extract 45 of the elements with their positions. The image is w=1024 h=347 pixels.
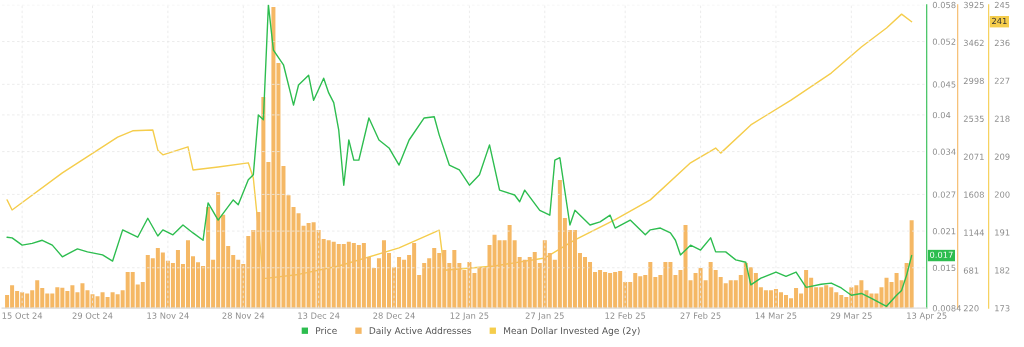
y-tick-label: 0.021 (932, 228, 956, 235)
x-tick-label: 27 Feb 25 (680, 312, 721, 319)
x-tick-label: 13 Nov 24 (147, 312, 189, 319)
y-tick-label: 0.052 (932, 38, 956, 45)
x-tick-label: 15 Oct 24 (2, 312, 43, 319)
x-tick-label: 29 Oct 24 (72, 312, 113, 319)
y3-tick-label: 191 (995, 229, 1010, 236)
x-tick-label: 28 Dec 24 (373, 312, 415, 319)
legend-label: Daily Active Addresses (369, 327, 472, 336)
y2-tick-label: 1608 (964, 191, 984, 198)
y2-tick-label: 2535 (963, 115, 984, 122)
legend-label: Price (316, 327, 337, 334)
y3-tick-label: 245 (994, 1, 1010, 9)
y2-tick-label: 220 (963, 305, 979, 312)
y-tick-label: 0.04 (932, 111, 951, 119)
y-tick-label: 0.015 (932, 264, 956, 272)
y2-tick-label: 681 (963, 267, 979, 274)
text: 241 (992, 17, 1007, 25)
x-tick-label: 14 Mar 25 (755, 312, 797, 319)
x-tick-label: 12 Feb 25 (605, 312, 646, 319)
y2-tick-label: 3462 (963, 39, 984, 47)
y-tick-label: 0.034 (932, 148, 956, 155)
text: 0.017 (930, 251, 953, 258)
x-tick-label: 27 Jan 25 (525, 312, 564, 321)
x-tick-label: 13 Apr 25 (907, 312, 947, 321)
legend-label: Mean Dollar Invested Age (2y) (504, 327, 640, 336)
y-tick-label: 0.058 (932, 1, 956, 9)
y3-tick-label: 227 (994, 77, 1010, 84)
y-tick-label: 0.0084 (932, 305, 961, 312)
y2-tick-label: 2071 (963, 153, 984, 160)
x-tick-label: 12 Jan 25 (450, 312, 489, 321)
y3-tick-label: 200 (994, 191, 1010, 198)
y2-tick-label: 2998 (963, 77, 984, 85)
y3-tick-label: 236 (994, 39, 1010, 47)
x-tick-label: 29 Mar 25 (830, 312, 872, 319)
y3-tick-label: 209 (994, 153, 1010, 160)
y3-tick-label: 218 (994, 115, 1010, 122)
x-tick-label: 28 Nov 24 (222, 312, 265, 319)
y2-tick-label: 3925 (963, 1, 984, 9)
y3-tick-label: 173 (995, 305, 1010, 312)
y-tick-label: 0.027 (932, 191, 956, 198)
y-tick-label: 0.045 (932, 81, 956, 88)
y3-tick-label: 182 (995, 267, 1010, 274)
x-tick-label: 13 Dec 24 (298, 312, 340, 319)
y2-tick-label: 1144 (964, 229, 984, 236)
